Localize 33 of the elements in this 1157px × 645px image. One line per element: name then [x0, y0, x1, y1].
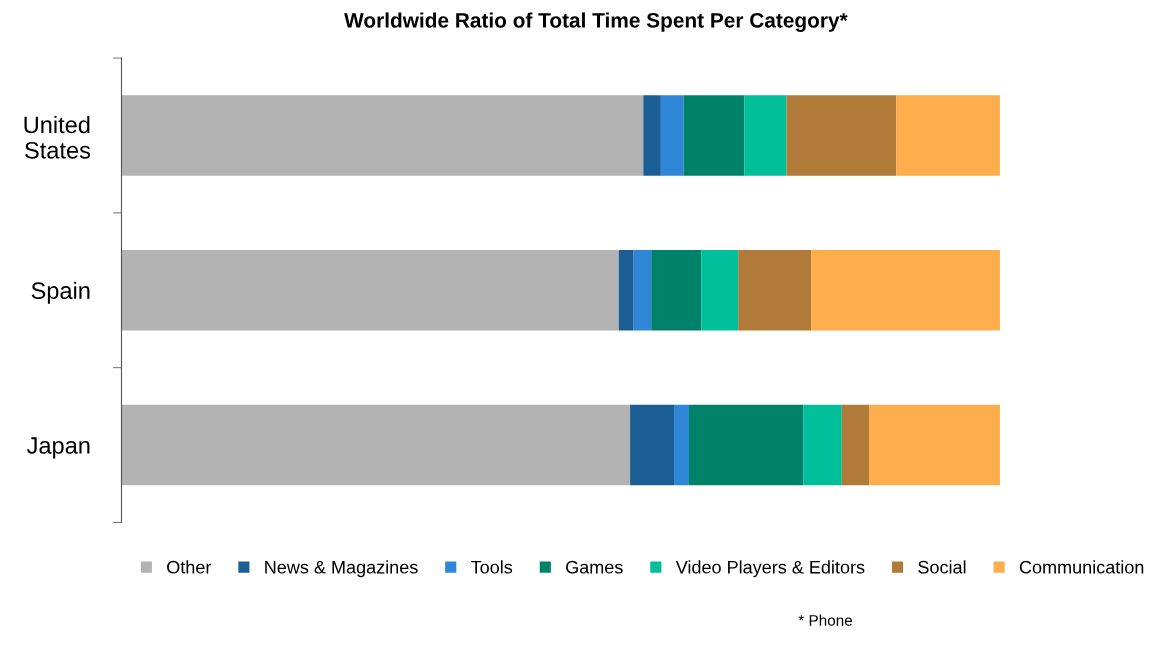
y-tick-label: Spain [31, 281, 90, 304]
bar [803, 404, 842, 486]
bar [811, 250, 1000, 331]
bar [869, 404, 1000, 486]
y-tick-label: Japan [26, 437, 90, 459]
text: * Phone [798, 614, 853, 626]
bar [618, 250, 634, 331]
bar [660, 95, 684, 176]
bar [688, 404, 804, 486]
bar [121, 95, 644, 176]
bar [643, 95, 661, 176]
legend-label: Social [918, 560, 966, 574]
bar [121, 250, 619, 331]
legend-label: Video Players & Editors [675, 560, 865, 578]
bar [786, 95, 897, 176]
y-tick-label: United States [24, 115, 91, 159]
bar [738, 250, 812, 331]
bar [121, 404, 631, 486]
bar [633, 250, 652, 331]
bar [896, 95, 1000, 176]
bar [683, 95, 745, 176]
legend-label: Communication [1019, 560, 1144, 574]
bar [674, 404, 689, 486]
bar [841, 404, 870, 486]
bar [701, 250, 739, 331]
legend-label: Games [566, 560, 623, 574]
legend-label: News & Magazines [265, 560, 418, 578]
bar [630, 404, 675, 486]
bar [651, 250, 702, 331]
bar [744, 95, 787, 176]
chart-title: Worldwide Ratio of Total Time Spent Per Category* [344, 12, 848, 32]
legend-label: Tools [471, 560, 513, 574]
legend-label: Other [167, 560, 212, 574]
